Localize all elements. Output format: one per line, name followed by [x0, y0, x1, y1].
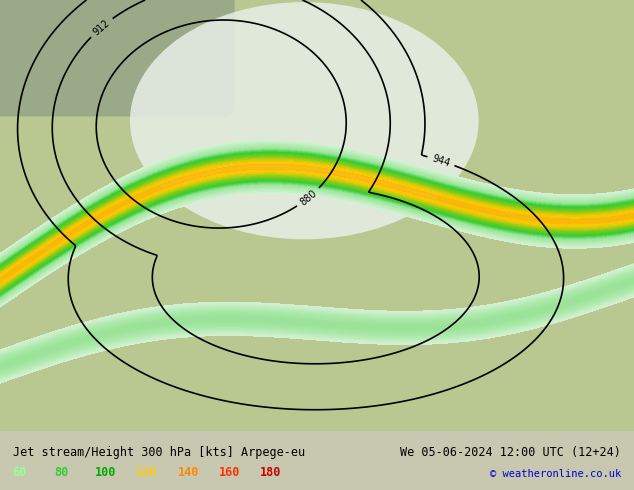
- Text: We 05-06-2024 12:00 UTC (12+24): We 05-06-2024 12:00 UTC (12+24): [401, 446, 621, 459]
- FancyBboxPatch shape: [399, 0, 634, 268]
- Text: 140: 140: [178, 466, 199, 479]
- Text: 880: 880: [298, 188, 319, 207]
- Text: 160: 160: [219, 466, 240, 479]
- Text: © weatheronline.co.uk: © weatheronline.co.uk: [490, 469, 621, 479]
- Text: 120: 120: [136, 466, 158, 479]
- FancyBboxPatch shape: [0, 0, 235, 117]
- Text: 60: 60: [13, 466, 27, 479]
- Text: 912: 912: [91, 18, 112, 37]
- Text: 180: 180: [260, 466, 281, 479]
- Text: Jet stream/Height 300 hPa [kts] Arpege-eu: Jet stream/Height 300 hPa [kts] Arpege-e…: [13, 446, 305, 459]
- Text: 944: 944: [430, 153, 451, 169]
- Text: 100: 100: [95, 466, 117, 479]
- Ellipse shape: [130, 2, 479, 239]
- Text: 80: 80: [54, 466, 68, 479]
